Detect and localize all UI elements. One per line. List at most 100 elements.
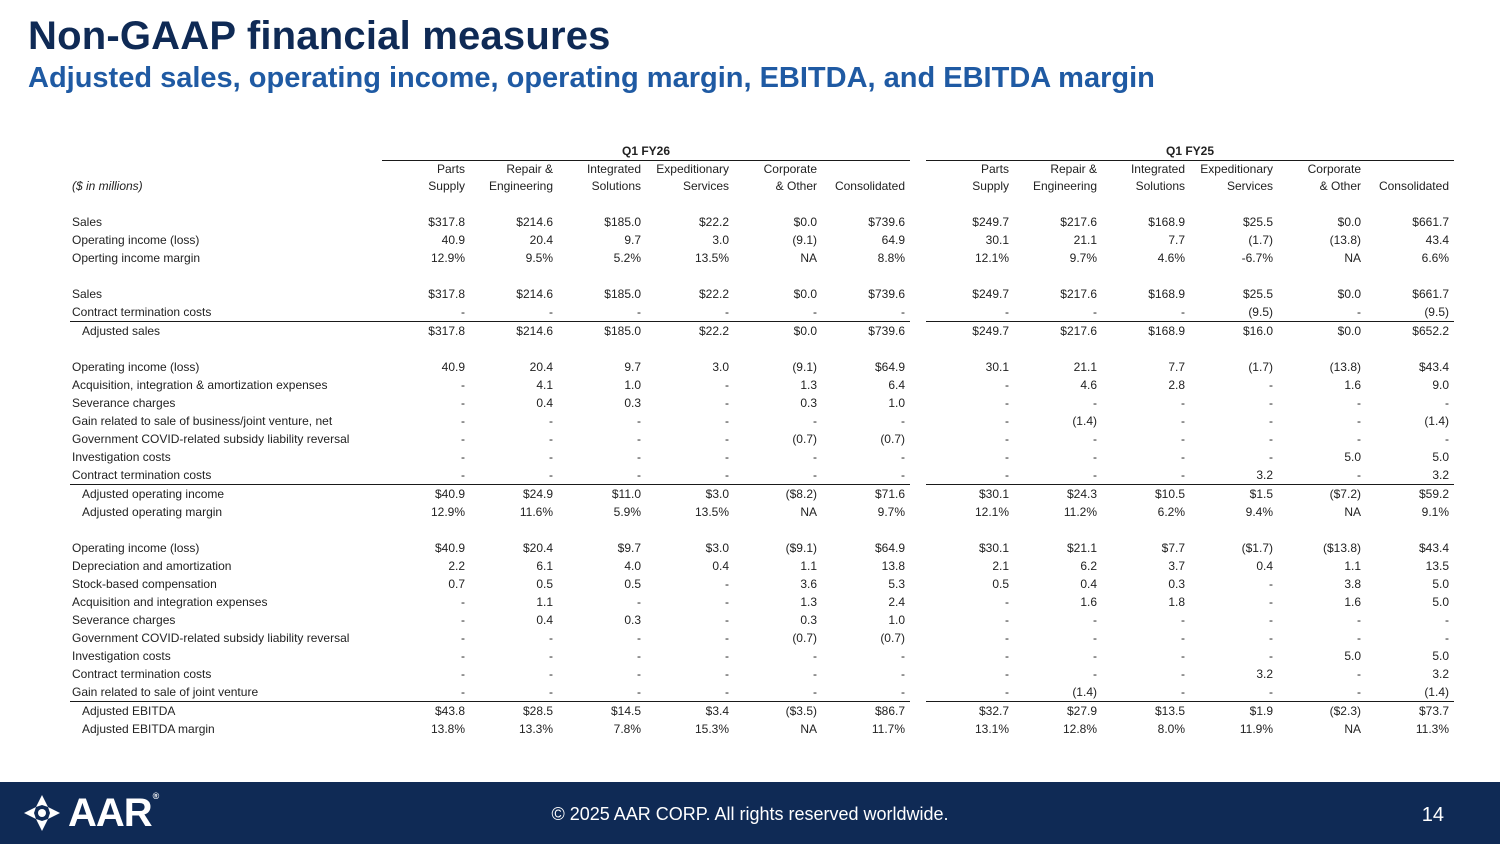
cell-value: $317.8 xyxy=(428,287,465,301)
cell-value: $64.9 xyxy=(874,541,905,555)
table-row: Sales $317.8 $214.6 $185.0 $22.2 $0.0 $739.6 $2… xyxy=(70,285,1454,303)
cell-value: - xyxy=(549,685,553,699)
cell-value: 9.7 xyxy=(624,233,641,247)
cell-value: - xyxy=(1181,468,1185,482)
cell-value: - xyxy=(549,468,553,482)
cell-value: - xyxy=(813,305,817,319)
slide-subtitle: Adjusted sales, operating income, operat… xyxy=(28,62,1155,94)
row-label: Adjusted EBITDA xyxy=(70,701,382,720)
cell-value: (1.4) xyxy=(1072,414,1097,428)
cell-value: - xyxy=(461,649,465,663)
cell-value: 1.1 xyxy=(536,595,553,609)
cell-value: - xyxy=(1181,396,1185,410)
cell-value: 0.4 xyxy=(536,613,553,627)
row-label: Investigation costs xyxy=(72,649,171,663)
row-label: Adjusted EBITDA margin xyxy=(82,722,215,736)
cell-value: - xyxy=(901,685,905,699)
cell-value: $13.5 xyxy=(1102,701,1190,720)
cell-value: - xyxy=(725,667,729,681)
row-label: Acquisition and integration expenses xyxy=(72,595,268,609)
cell-value: 0.3 xyxy=(624,396,641,410)
column-header: Consolidated xyxy=(834,179,905,193)
cell-value: 0.4 xyxy=(536,396,553,410)
cell-value: 30.1 xyxy=(985,360,1009,374)
cell-value: - xyxy=(1093,432,1097,446)
cell-value: 2.8 xyxy=(1168,378,1185,392)
cell-value: - xyxy=(813,450,817,464)
cell-value: ($1.7) xyxy=(1241,541,1273,555)
table-row: Adjusted operating income $40.9 $24.9 $11.0… xyxy=(70,484,1454,503)
cell-value: - xyxy=(1005,305,1009,319)
cell-value: ($8.2) xyxy=(734,484,822,503)
cell-value: 11.2% xyxy=(1063,505,1097,519)
cell-value: - xyxy=(1005,378,1009,392)
table-row: Adjusted EBITDA margin 13.8% 13.3% 7.8% 15.3… xyxy=(70,720,1454,738)
row-label: Operating income (loss) xyxy=(72,541,200,555)
cell-value: NA xyxy=(1344,722,1361,736)
cell-value: 5.0 xyxy=(1432,595,1449,609)
cell-value: $25.5 xyxy=(1242,215,1273,229)
cell-value: - xyxy=(549,649,553,663)
table-row: Contract termination costs - - - - - - - - - 3.2 - 3… xyxy=(70,665,1454,683)
column-header: Expeditionary xyxy=(656,162,729,176)
cell-value: 11.3% xyxy=(1415,722,1449,736)
column-header: Supply xyxy=(972,179,1009,193)
cell-value: $43.8 xyxy=(382,701,470,720)
cell-value: - xyxy=(725,631,729,645)
cell-value: $40.9 xyxy=(382,484,470,503)
cell-value: $217.6 xyxy=(1014,321,1102,340)
cell-value: 1.8 xyxy=(1168,595,1185,609)
cell-value: (0.7) xyxy=(880,631,905,645)
cell-value: $185.0 xyxy=(558,321,646,340)
cell-value: - xyxy=(1005,414,1009,428)
cell-value: 6.2% xyxy=(1157,505,1185,519)
column-header: Engineering xyxy=(488,179,553,193)
cell-value: - xyxy=(1269,577,1273,591)
cell-value: 2.2 xyxy=(448,559,465,573)
cell-value: - xyxy=(637,631,641,645)
cell-value: 13.3% xyxy=(518,722,553,736)
cell-value: - xyxy=(1269,685,1273,699)
period-q1-fy25: Q1 FY25 xyxy=(926,142,1454,161)
cell-value: (0.7) xyxy=(792,631,817,645)
cell-value: (13.8) xyxy=(1329,233,1361,247)
cell-value: 9.7% xyxy=(877,505,905,519)
cell-value: - xyxy=(1093,468,1097,482)
logo-text: AAR® xyxy=(68,790,159,835)
cell-value: $16.0 xyxy=(1190,321,1278,340)
cell-value: 5.2% xyxy=(613,251,641,265)
cell-value: - xyxy=(725,685,729,699)
cell-value: - xyxy=(1357,667,1361,681)
spacer-row xyxy=(70,521,1454,539)
cell-value: 11.9% xyxy=(1239,722,1273,736)
cell-value: - xyxy=(461,468,465,482)
cell-value: 1.3 xyxy=(800,595,817,609)
units-label: ($ in millions) xyxy=(72,179,143,193)
cell-value: $0.0 xyxy=(1278,321,1366,340)
cell-value: - xyxy=(725,649,729,663)
cell-value: 13.5% xyxy=(694,251,729,265)
cell-value: (1.7) xyxy=(1248,360,1273,374)
cell-value: $24.3 xyxy=(1014,484,1102,503)
cell-value: - xyxy=(637,432,641,446)
cell-value: $22.2 xyxy=(646,321,734,340)
cell-value: $214.6 xyxy=(516,287,553,301)
cell-value: - xyxy=(1445,631,1449,645)
cell-value: 5.0 xyxy=(1344,450,1361,464)
cell-value: ($3.5) xyxy=(734,701,822,720)
cell-value: 0.3 xyxy=(1168,577,1185,591)
cell-value: - xyxy=(1357,432,1361,446)
cell-value: 7.7 xyxy=(1168,233,1185,247)
column-header: Parts xyxy=(980,162,1009,176)
cell-value: - xyxy=(725,468,729,482)
table-row: Government COVID-related subsidy liabili… xyxy=(70,629,1454,647)
cell-value: NA xyxy=(1344,505,1361,519)
cell-value: - xyxy=(1093,649,1097,663)
slide-title: Non-GAAP financial measures xyxy=(28,14,611,58)
cell-value: (1.4) xyxy=(1424,414,1449,428)
cell-value: $168.9 xyxy=(1148,215,1185,229)
cell-value: NA xyxy=(800,251,817,265)
cell-value: 12.9% xyxy=(430,251,465,265)
cell-value: $1.5 xyxy=(1190,484,1278,503)
row-label: Gain related to sale of joint venture xyxy=(72,685,259,699)
